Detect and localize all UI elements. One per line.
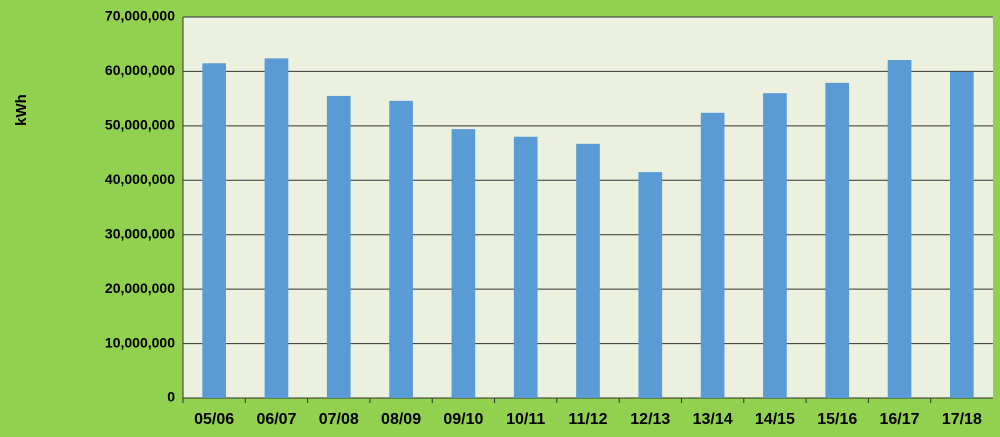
- x-tick-label: 13/14: [693, 411, 733, 428]
- bar: [638, 172, 663, 398]
- y-tick-label: 30,000,000: [105, 225, 175, 241]
- bar: [950, 71, 974, 399]
- y-tick-label: 70,000,000: [105, 8, 175, 24]
- y-tick-label: 50,000,000: [105, 117, 175, 133]
- bar: [763, 93, 787, 398]
- bar: [264, 58, 289, 398]
- x-tick-label: 17/18: [942, 411, 982, 428]
- x-tick-label: 14/15: [755, 411, 795, 428]
- x-tick-label: 11/12: [568, 411, 607, 428]
- x-tick-label: 05/06: [194, 411, 234, 428]
- x-tick-label: 15/16: [817, 411, 857, 428]
- x-tick-label: 12/13: [630, 411, 670, 428]
- bar: [451, 129, 476, 398]
- bar: [576, 143, 600, 398]
- bar: [202, 63, 226, 399]
- bar: [700, 112, 725, 399]
- bar: [326, 95, 351, 399]
- bar: [887, 59, 912, 399]
- x-tick-label: 10/11: [506, 411, 545, 428]
- bar: [513, 136, 538, 398]
- x-tick-label: 06/07: [256, 411, 296, 428]
- bar: [389, 100, 413, 398]
- bar: [825, 82, 850, 398]
- y-tick-label: 20,000,000: [105, 280, 175, 296]
- y-tick-label: 60,000,000: [105, 62, 175, 78]
- y-tick-label: 40,000,000: [105, 171, 175, 187]
- x-tick-label: 07/08: [319, 411, 359, 428]
- y-tick-label: 0: [167, 389, 175, 405]
- x-tick-label: 09/10: [443, 411, 483, 428]
- x-tick-label: 16/17: [880, 411, 920, 428]
- y-tick-label: 10,000,000: [105, 334, 175, 350]
- y-axis-title: kWh: [13, 94, 30, 126]
- x-tick-label: 08/09: [381, 411, 421, 428]
